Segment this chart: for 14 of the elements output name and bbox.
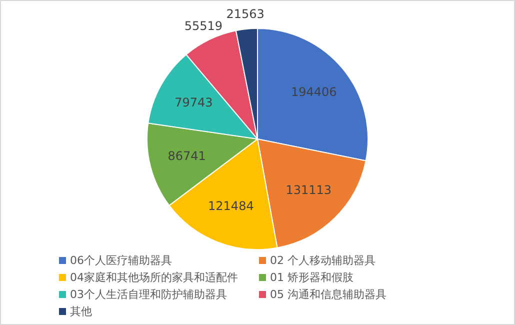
data-label: 86741 <box>168 149 206 164</box>
legend-label: 其他 <box>70 304 92 319</box>
legend-label: 04家庭和其他场所的家具和适配件 <box>70 270 238 285</box>
legend-label: 02 个人移动辅助器具 <box>270 253 376 268</box>
data-label: 121484 <box>208 199 254 214</box>
legend-label: 06个人医疗辅助器具 <box>70 253 172 268</box>
data-label: 131113 <box>286 183 332 198</box>
legend-label: 01 矫形器和假肢 <box>270 270 354 285</box>
data-label: 194406 <box>291 84 337 99</box>
data-label: 79743 <box>174 96 213 110</box>
legend-label: 05 沟通和信息辅助器具 <box>270 287 386 302</box>
legend-label: 03个人生活自理和防护辅助器具 <box>70 287 227 302</box>
data-label: 55519 <box>184 18 223 33</box>
data-label: 21563 <box>226 7 264 22</box>
